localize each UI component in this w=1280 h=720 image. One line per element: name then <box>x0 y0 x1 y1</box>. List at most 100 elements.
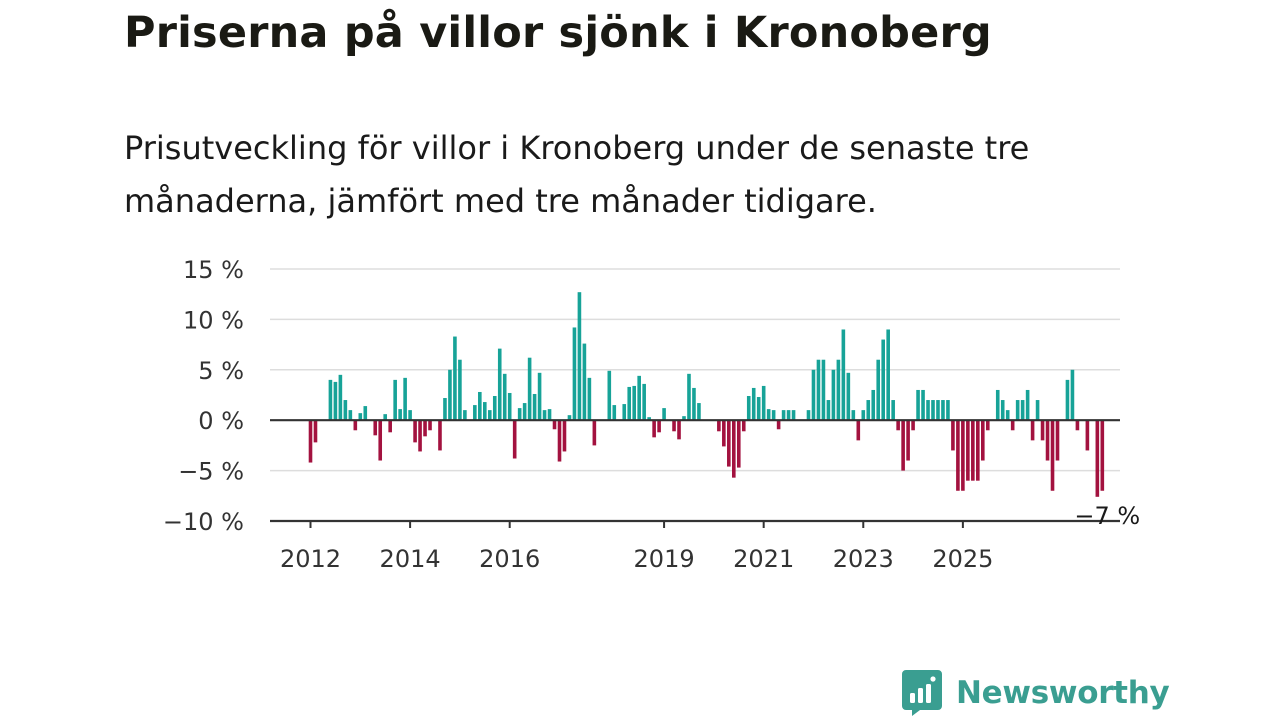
bar <box>358 413 363 421</box>
bar <box>1005 410 1010 421</box>
bar <box>687 373 691 421</box>
bar <box>393 379 397 421</box>
bar <box>497 348 502 421</box>
bar <box>647 417 651 421</box>
y-tick-label: −10 % <box>163 508 244 536</box>
bar <box>941 400 945 421</box>
bar <box>1010 420 1015 431</box>
bar <box>398 409 402 421</box>
bar <box>632 385 636 421</box>
bar <box>557 420 562 462</box>
bar <box>995 389 1000 421</box>
y-tick-label: 5 % <box>198 357 244 385</box>
x-tick-label: 2019 <box>634 545 695 573</box>
bar <box>662 408 666 421</box>
bar <box>373 420 378 436</box>
bar <box>871 389 876 421</box>
bar <box>961 420 965 491</box>
bar <box>931 400 935 421</box>
bar <box>732 420 736 478</box>
bar <box>951 420 955 451</box>
bar <box>751 387 756 421</box>
x-tick-label: 2021 <box>733 545 794 573</box>
bar <box>766 409 771 421</box>
bar <box>946 400 950 421</box>
x-tick-label: 2016 <box>479 545 540 573</box>
chart-subtitle: Prisutveckling för villor i Kronoberg un… <box>124 129 1030 220</box>
bar <box>1075 420 1080 431</box>
bar <box>652 420 656 438</box>
bar <box>1070 369 1075 421</box>
bar <box>985 420 990 431</box>
bar <box>423 420 427 437</box>
bar <box>697 403 701 421</box>
bar <box>1085 420 1090 451</box>
newsworthy-logo[interactable]: Newsworthy <box>902 670 1170 716</box>
bar <box>1015 400 1020 421</box>
bar <box>443 398 447 421</box>
bar <box>642 383 646 421</box>
bar <box>921 389 925 421</box>
bar <box>811 369 816 421</box>
bar <box>408 410 412 421</box>
bar <box>637 375 641 421</box>
bar <box>876 359 881 421</box>
bar <box>343 400 348 421</box>
bar <box>826 400 831 421</box>
bar <box>736 420 741 468</box>
bar <box>572 327 577 421</box>
bar <box>592 420 597 446</box>
bar <box>463 410 467 421</box>
bar <box>682 416 686 421</box>
bar <box>981 420 985 461</box>
bar <box>717 420 721 432</box>
bar <box>413 420 417 443</box>
x-tick-label: 2023 <box>833 545 894 573</box>
bar <box>816 359 821 421</box>
bar <box>741 420 746 432</box>
bar <box>542 410 547 421</box>
bar <box>348 410 353 421</box>
bar <box>756 397 761 421</box>
bar <box>388 420 392 433</box>
bar <box>607 370 612 421</box>
bar <box>1030 420 1035 441</box>
bar <box>776 420 781 430</box>
bar <box>502 373 507 421</box>
bar <box>791 410 796 421</box>
bar <box>886 329 890 421</box>
bar <box>846 372 851 421</box>
bar <box>781 410 786 421</box>
bar <box>438 420 442 451</box>
bar <box>363 406 368 421</box>
bar <box>1055 420 1060 461</box>
bar <box>1020 400 1025 421</box>
x-tick-label: 2012 <box>280 545 341 573</box>
bar <box>1035 400 1040 421</box>
bar <box>333 381 338 421</box>
bar <box>861 410 866 421</box>
bar <box>1045 420 1050 461</box>
chart-title: Priserna på villor sjönk i Kronoberg <box>124 8 992 58</box>
annotations: −7 % <box>1074 502 1140 530</box>
bar <box>507 392 512 421</box>
bar <box>308 420 313 463</box>
bar <box>677 420 681 440</box>
bar <box>831 369 836 421</box>
bar <box>313 420 318 443</box>
y-tick-label: −5 % <box>178 458 244 486</box>
bar <box>403 377 407 421</box>
bar <box>448 369 452 421</box>
bar <box>353 420 358 431</box>
bar <box>378 420 383 461</box>
y-tick-label: 15 % <box>183 256 244 284</box>
bar <box>821 359 826 421</box>
bar <box>956 420 960 491</box>
bar <box>1050 420 1055 491</box>
bar <box>746 396 751 421</box>
bar <box>786 410 791 421</box>
x-tick-label: 2014 <box>380 545 441 573</box>
y-tick-label: 0 % <box>198 407 244 435</box>
bar <box>771 410 776 421</box>
